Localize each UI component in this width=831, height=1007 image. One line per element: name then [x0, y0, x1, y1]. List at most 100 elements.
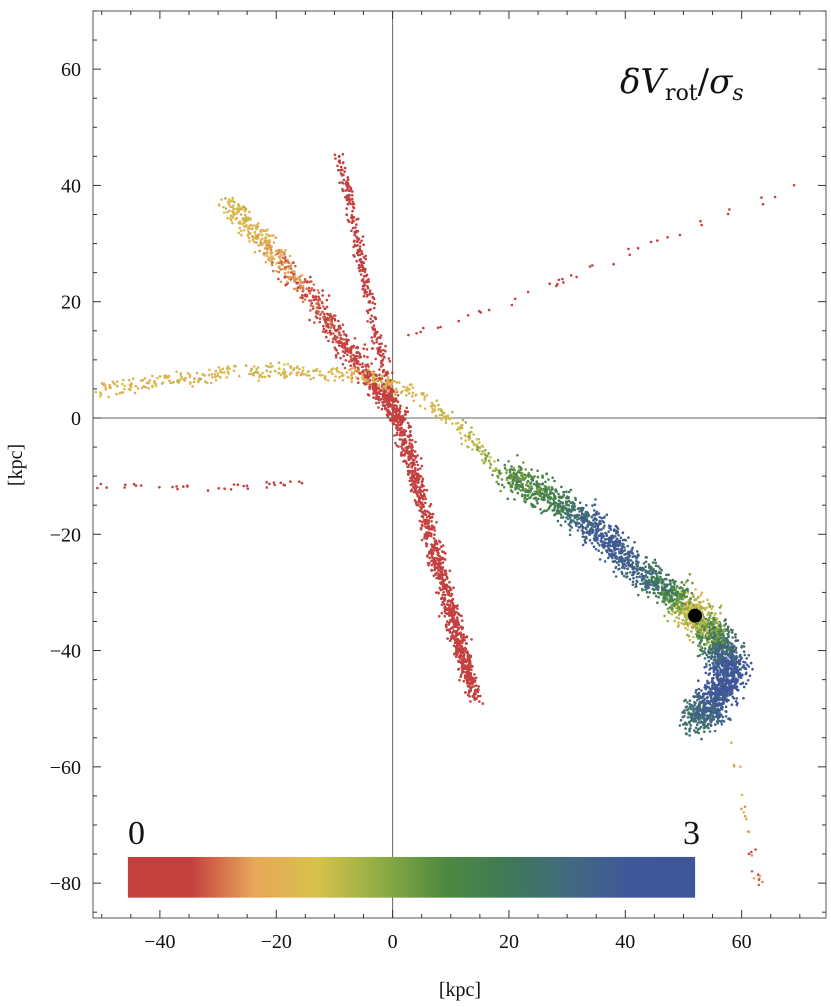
- scatter-point: [414, 455, 417, 458]
- scatter-point: [425, 393, 429, 397]
- scatter-point: [712, 673, 716, 677]
- scatter-point: [665, 577, 668, 581]
- scatter-point: [362, 284, 366, 288]
- scatter-point: [383, 385, 387, 388]
- scatter-point: [680, 591, 684, 594]
- scatter-point: [368, 289, 372, 293]
- scatter-point: [668, 611, 671, 615]
- scatter-point: [433, 543, 436, 547]
- scatter-point: [489, 463, 493, 467]
- scatter-point: [415, 501, 418, 505]
- scatter-point: [581, 543, 585, 547]
- scatter-point: [469, 664, 473, 667]
- scatter-point: [356, 239, 360, 242]
- scatter-point: [410, 465, 414, 469]
- scatter-point: [351, 209, 354, 213]
- scatter-point: [300, 371, 304, 375]
- scatter-point: [374, 332, 378, 336]
- scatter-point: [621, 566, 624, 569]
- scatter-point: [420, 496, 424, 500]
- scatter-point: [558, 503, 561, 506]
- scatter-point: [497, 476, 500, 479]
- scatter-point: [598, 515, 601, 519]
- scatter-point: [370, 314, 374, 318]
- scatter-point: [331, 316, 334, 320]
- scatter-point: [709, 643, 712, 647]
- scatter-point: [261, 375, 264, 379]
- scatter-point: [651, 581, 655, 585]
- scatter-point: [705, 653, 709, 657]
- scatter-point: [552, 492, 555, 495]
- scatter-point: [186, 372, 190, 375]
- scatter-point: [520, 467, 523, 470]
- scatter-point: [458, 431, 462, 435]
- scatter-point: [340, 371, 344, 375]
- scatter-point: [334, 375, 338, 378]
- scatter-point: [197, 377, 201, 380]
- scatter-point: [674, 600, 678, 604]
- scatter-point: [703, 730, 706, 733]
- scatter-point: [742, 696, 745, 700]
- scatter-point: [620, 551, 623, 555]
- scatter-point: [264, 236, 268, 239]
- scatter-point: [309, 299, 313, 302]
- scatter-point: [287, 261, 291, 265]
- scatter-point: [346, 339, 350, 342]
- scatter-point: [358, 265, 362, 269]
- scatter-point: [464, 691, 467, 694]
- scatter-point: [360, 239, 363, 242]
- scatter-point: [394, 387, 398, 391]
- scatter-point: [288, 254, 292, 258]
- scatter-point: [720, 647, 723, 651]
- scatter-point: [296, 289, 299, 293]
- scatter-point: [214, 369, 218, 373]
- scatter-point: [467, 438, 471, 441]
- scatter-point: [449, 416, 452, 420]
- scatter-point: [674, 587, 678, 591]
- scatter-point: [520, 494, 524, 498]
- scatter-point: [601, 544, 605, 547]
- scatter-point: [378, 336, 381, 339]
- scatter-point: [444, 421, 448, 425]
- scatter-point: [337, 324, 341, 328]
- scatter-point: [261, 243, 264, 246]
- scatter-point: [263, 239, 266, 243]
- scatter-point: [342, 330, 345, 333]
- scatter-point: [339, 341, 343, 344]
- scatter-point: [548, 497, 551, 500]
- scatter-point: [540, 511, 543, 515]
- scatter-point: [312, 298, 316, 302]
- scatter-point: [668, 579, 671, 582]
- scatter-point: [395, 418, 399, 422]
- scatter-point: [579, 508, 583, 512]
- scatter-point: [699, 601, 702, 604]
- scatter-point: [251, 238, 255, 242]
- scatter-point: [620, 555, 623, 559]
- scatter-point: [683, 607, 687, 611]
- scatter-point: [423, 509, 427, 512]
- scatter-point: [331, 323, 334, 327]
- scatter-point: [566, 517, 570, 521]
- scatter-point: [222, 205, 225, 209]
- scatter-point: [305, 287, 308, 291]
- scatter-point: [473, 673, 476, 676]
- scatter-point: [295, 281, 299, 285]
- scatter-point: [456, 625, 459, 629]
- scatter-point: [412, 461, 416, 465]
- scatter-point: [461, 639, 465, 643]
- scatter-point: [688, 602, 691, 605]
- scatter-point: [443, 605, 447, 608]
- scatter-point: [445, 576, 449, 579]
- scatter-point: [307, 286, 311, 290]
- scatter-point: [399, 391, 403, 395]
- scatter-point: [428, 556, 431, 560]
- scatter-point: [683, 602, 686, 606]
- scatter-point: [452, 629, 456, 632]
- scatter-point: [175, 380, 179, 383]
- scatter-point: [259, 239, 263, 242]
- scatter-point: [311, 305, 315, 308]
- scatter-point: [133, 391, 137, 395]
- scatter-point: [409, 430, 412, 433]
- scatter-point: [342, 178, 346, 182]
- scatter-point: [408, 479, 412, 483]
